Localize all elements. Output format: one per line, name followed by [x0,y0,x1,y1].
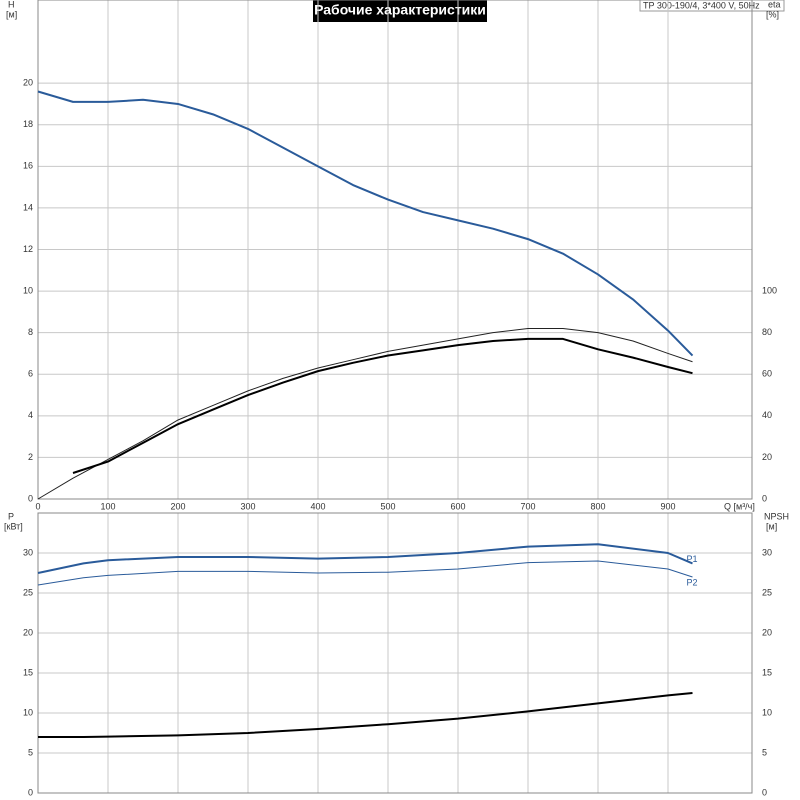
y-tick-label: 0 [28,787,33,797]
y-tick-label: 8 [28,327,33,337]
y-label: H [8,0,15,9]
series-label: P1 [687,554,698,564]
series-line [37,328,693,500]
y2-tick-label: 10 [762,707,772,717]
y2-tick-label: 40 [762,410,772,420]
y-tick-label: 10 [23,285,33,295]
y-tick-label: 10 [23,707,33,717]
y2-tick-label: 0 [762,493,767,503]
x-tick-label: 0 [35,501,40,511]
y-tick-label: 4 [28,410,33,420]
x-tick-label: 800 [590,501,605,511]
y2-tick-label: 15 [762,667,772,677]
subtitle: TP 300-190/4, 3*400 V, 50Hz [643,0,760,10]
plot-frame [37,512,753,794]
x-tick-label: 500 [380,501,395,511]
y2-label: NPSH [764,511,789,521]
x-tick-label: 300 [240,501,255,511]
y-tick-label: 18 [23,119,33,129]
y2-tick-label: 25 [762,587,772,597]
series-line [37,560,693,586]
y2-tick-label: 60 [762,369,772,379]
y2-tick-label: 20 [762,452,772,462]
y2-unit: [м] [766,521,777,531]
series-line [37,90,694,357]
y-unit: [кВт] [4,521,23,531]
y-tick-label: 20 [23,78,33,88]
y2-label: eta [768,0,781,9]
chart-title: Рабочие характеристики [314,2,486,18]
y2-tick-label: 20 [762,627,772,637]
y2-tick-label: 100 [762,285,777,295]
y-tick-label: 25 [23,587,33,597]
x-tick-label: 400 [310,501,325,511]
y2-tick-label: 0 [762,787,767,797]
y-tick-label: 16 [23,161,33,171]
y-label: P [8,511,14,521]
series-line [38,692,693,738]
y2-unit: [%] [766,9,779,19]
x-label: Q [м³/ч] [724,501,755,511]
y2-tick-label: 80 [762,327,772,337]
title-box [313,0,487,22]
y-tick-label: 2 [28,452,33,462]
y-tick-label: 6 [28,369,33,379]
y2-tick-label: 30 [762,547,772,557]
y-unit: [м] [6,9,17,19]
x-tick-label: 700 [520,501,535,511]
series-label: P2 [687,577,698,587]
y-tick-label: 15 [23,667,33,677]
y-tick-label: 20 [23,627,33,637]
x-tick-label: 200 [170,501,185,511]
x-tick-label: 900 [660,501,675,511]
y-tick-label: 14 [23,202,33,212]
x-tick-label: 600 [450,501,465,511]
y-tick-label: 30 [23,547,33,557]
y-tick-label: 5 [28,747,33,757]
subtitle-box [639,0,785,12]
y2-tick-label: 5 [762,747,767,757]
x-tick-label: 100 [100,501,115,511]
plot-frame [37,0,753,500]
series-line [37,543,693,574]
series-line [72,337,693,474]
y-tick-label: 0 [28,493,33,503]
y-tick-label: 12 [23,244,33,254]
